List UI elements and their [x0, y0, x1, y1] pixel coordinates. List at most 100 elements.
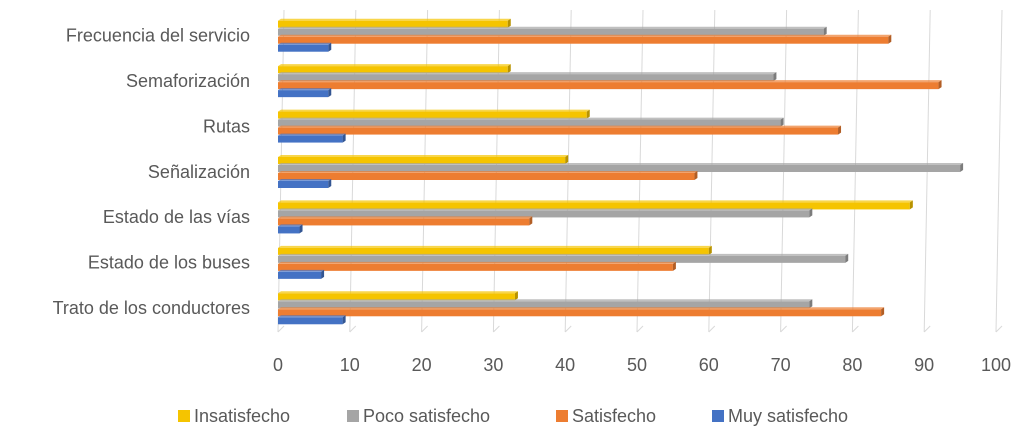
- bar-top: [278, 64, 511, 67]
- bar-top: [278, 291, 518, 294]
- grid-floor: [493, 325, 500, 333]
- bar-end: [881, 307, 885, 317]
- x-tick-label: 20: [412, 355, 432, 375]
- y-tick-label: Rutas: [203, 116, 250, 136]
- bar-top: [278, 179, 332, 181]
- y-tick-label: Semaforización: [126, 71, 250, 91]
- bar-end: [960, 163, 964, 172]
- y-tick-label: Estado de las vías: [103, 207, 250, 227]
- bar-end: [328, 179, 332, 188]
- bar-end: [507, 64, 511, 74]
- bar: [278, 255, 846, 263]
- bar-top: [278, 18, 511, 21]
- grid-floor: [277, 325, 285, 333]
- bar-end: [888, 34, 892, 44]
- grid-line: [995, 9, 1003, 333]
- y-tick-label: Trato de los conductores: [53, 298, 250, 318]
- bar-end: [809, 208, 813, 218]
- bar: [278, 218, 530, 226]
- bar: [278, 66, 508, 74]
- bar-top: [278, 261, 676, 264]
- bar-end: [672, 261, 676, 271]
- bar-top: [278, 42, 332, 45]
- bar-end: [694, 171, 698, 180]
- legend-label: Poco satisfecho: [363, 406, 490, 426]
- legend-swatch: [712, 410, 724, 422]
- bar-end: [514, 291, 518, 301]
- bar-end: [780, 117, 784, 127]
- bar: [278, 181, 329, 188]
- bar: [278, 135, 343, 143]
- bar-top: [278, 171, 698, 173]
- bar-top: [278, 163, 964, 165]
- legend-label: Insatisfecho: [194, 406, 290, 426]
- bar-top: [278, 245, 712, 248]
- bar-end: [586, 109, 590, 119]
- bar-top: [278, 299, 813, 302]
- x-tick-label: 40: [555, 355, 575, 375]
- bar-top: [278, 88, 332, 91]
- bar-end: [328, 42, 332, 52]
- bar: [278, 210, 810, 218]
- bar-top: [278, 34, 892, 37]
- x-tick-label: 30: [483, 355, 503, 375]
- bar-end: [565, 155, 569, 164]
- bar: [278, 317, 343, 325]
- x-tick-label: 80: [842, 355, 862, 375]
- bar: [278, 301, 810, 309]
- y-tick-label: Estado de los buses: [88, 253, 250, 273]
- x-tick-label: 70: [771, 355, 791, 375]
- bar-end: [773, 72, 777, 82]
- bar-top: [278, 80, 942, 83]
- bar-top: [278, 253, 849, 256]
- grid-floor: [995, 325, 1003, 333]
- bar-top: [278, 224, 303, 227]
- bar: [278, 309, 882, 317]
- bar-top: [278, 315, 346, 318]
- bar: [278, 36, 889, 44]
- bar-end: [342, 133, 346, 143]
- x-tick-label: 10: [340, 355, 360, 375]
- bar-end: [321, 269, 325, 279]
- bar-top: [278, 117, 784, 120]
- legend-swatch: [556, 410, 568, 422]
- bar: [278, 28, 824, 36]
- grid-floor: [923, 325, 931, 333]
- bar-top: [278, 133, 346, 136]
- legend-label: Muy satisfecho: [728, 406, 848, 426]
- bar: [278, 173, 695, 180]
- grid-floor: [708, 325, 716, 333]
- bar-top: [278, 208, 813, 211]
- y-tick-label: Frecuencia del servicio: [66, 25, 250, 45]
- x-tick-label: 60: [699, 355, 719, 375]
- bar: [278, 119, 781, 127]
- bar: [278, 263, 673, 271]
- bar-end: [529, 216, 533, 226]
- bar-top: [278, 72, 777, 75]
- grid-floor: [780, 325, 787, 333]
- bar-end: [909, 200, 913, 210]
- bar-end: [507, 18, 511, 28]
- y-tick-label: Señalización: [148, 162, 250, 182]
- x-tick-label: 0: [273, 355, 283, 375]
- bar-top: [278, 216, 533, 219]
- legend-swatch: [347, 410, 359, 422]
- bar: [278, 157, 566, 164]
- x-tick-label: 100: [981, 355, 1011, 375]
- legend-label: Satisfecho: [572, 406, 656, 426]
- bar-top: [278, 109, 590, 112]
- bar-top: [278, 269, 325, 272]
- bar: [278, 293, 515, 301]
- x-tick-label: 90: [914, 355, 934, 375]
- bar: [278, 127, 839, 135]
- bar: [278, 20, 508, 28]
- bar-end: [938, 80, 942, 90]
- grid-floor: [852, 325, 859, 333]
- legend-swatch: [178, 410, 190, 422]
- bar-top: [278, 155, 569, 157]
- bar: [278, 247, 709, 255]
- grid-floor: [564, 325, 572, 333]
- bar: [278, 82, 939, 90]
- bar-end: [708, 245, 712, 255]
- bar-end: [809, 299, 813, 309]
